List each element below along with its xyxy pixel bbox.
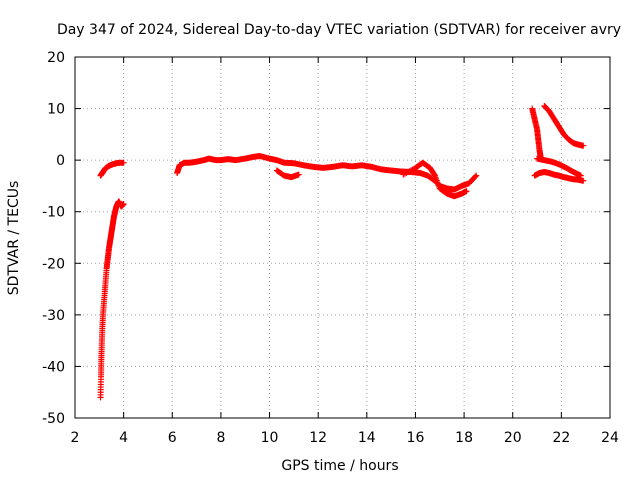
x-axis-label: GPS time / hours xyxy=(281,458,398,474)
grid-layer xyxy=(75,57,610,418)
x-tick-label: 22 xyxy=(552,430,570,446)
y-tick-label: -40 xyxy=(42,359,65,375)
series-main-arc xyxy=(174,153,480,193)
x-tick-label: 12 xyxy=(309,430,327,446)
y-axis-label: SDTVAR / TECUs xyxy=(6,181,22,296)
series-late-lower xyxy=(531,155,587,184)
y-tick-label: 10 xyxy=(47,102,65,118)
x-tick-label: 18 xyxy=(455,430,473,446)
y-tick-label: -50 xyxy=(42,411,65,427)
data-point-markers xyxy=(529,102,587,161)
series-main-lower-branch xyxy=(273,159,470,200)
series-late-upper xyxy=(529,102,587,161)
x-tick-label: 20 xyxy=(504,430,522,446)
x-tick-label: 10 xyxy=(261,430,279,446)
x-tick-label: 14 xyxy=(358,430,376,446)
data-point-markers xyxy=(97,159,127,179)
data-point-markers xyxy=(531,155,587,184)
x-tick-label: 6 xyxy=(168,430,177,446)
x-tick-label: 2 xyxy=(71,430,80,446)
data-point-markers xyxy=(97,198,127,401)
chart-title: Day 347 of 2024, Sidereal Day-to-day VTE… xyxy=(57,22,621,38)
series-early-drop xyxy=(97,198,127,401)
x-tick-label: 24 xyxy=(601,430,619,446)
y-tick-label: 0 xyxy=(56,153,65,169)
x-tick-label: 8 xyxy=(216,430,225,446)
plot-frame xyxy=(74,56,611,419)
data-point-markers xyxy=(273,159,470,200)
y-tick-label: 20 xyxy=(47,50,65,66)
y-tick-label: -20 xyxy=(42,256,65,272)
x-tick-label: 16 xyxy=(407,430,425,446)
points-layer xyxy=(97,102,587,401)
y-tick-label: -10 xyxy=(42,205,65,221)
x-tick-label: 4 xyxy=(119,430,128,446)
series-early-near-zero xyxy=(97,159,127,179)
y-tick-label: -30 xyxy=(42,308,65,324)
data-point-markers xyxy=(174,153,480,193)
